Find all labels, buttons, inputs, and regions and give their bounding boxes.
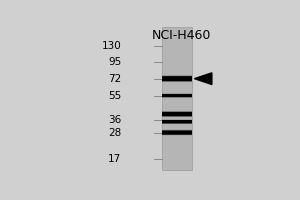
Text: 55: 55 (108, 91, 121, 101)
Text: 36: 36 (108, 115, 121, 125)
Text: 17: 17 (108, 154, 121, 164)
Text: NCI-H460: NCI-H460 (152, 29, 211, 42)
Text: 28: 28 (108, 128, 121, 138)
Text: 95: 95 (108, 57, 121, 67)
Bar (162, 27, 192, 170)
Text: 130: 130 (101, 41, 121, 51)
Polygon shape (194, 73, 212, 85)
Text: 72: 72 (108, 74, 121, 84)
